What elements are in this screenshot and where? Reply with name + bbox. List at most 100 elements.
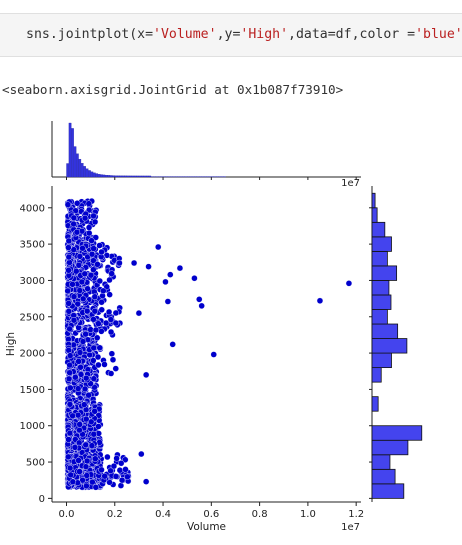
marginal-y-bar [371,280,390,296]
scatter-point [101,361,108,368]
marginal-y-bar [371,294,392,310]
scatter-point [70,214,78,222]
marginal-x-bar [119,175,123,178]
scatter-point [91,293,99,300]
scatter-point [145,263,152,270]
code-token: 'blue' [415,27,462,42]
scatter-point [66,369,73,376]
code-token: 'Volume' [153,27,217,42]
scatter-point [88,237,95,244]
scatter-point [83,374,90,382]
marginal-x-bar [73,146,77,178]
scatter-point [65,436,72,443]
scatter-point [85,224,93,231]
scatter-point [81,385,89,393]
scatter-point [85,200,93,207]
scatter-point [79,245,86,252]
scatter-point [64,287,71,295]
scatter-point [92,326,100,334]
marginal-y-bar [371,439,409,456]
scatter-point [88,418,95,426]
scatter-point [98,248,105,256]
scatter-point [108,270,115,277]
scatter-point [87,272,95,279]
scatter-point [113,455,120,462]
scatter-point [103,283,110,290]
scatter-point [95,320,102,327]
marginal-y-bar [371,323,399,339]
y-tick-label: 1500 [20,385,45,396]
marginal-x-bar [143,175,147,178]
scatter-point [112,365,119,372]
scatter-point [76,426,83,434]
marginal-y-bar [371,221,386,238]
scatter-point [112,309,120,317]
marginal-x-bar [90,171,94,178]
scatter-point [89,478,96,486]
scatter-point [90,245,97,252]
marginal-y-bar [371,483,405,499]
scatter-point [77,364,84,371]
scatter-point [70,293,78,300]
scatter-point [73,200,81,207]
scatter-point [95,423,102,430]
marginal-x-bar [102,174,106,178]
scatter-point [66,429,74,437]
code-cell[interactable]: sns.jointplot(x='Volume',y='High',data=d… [0,13,462,57]
scatter-point [92,484,100,491]
scatter-point [93,334,101,342]
marginal-x-bar [148,175,152,178]
scatter-point [66,464,74,472]
scatter-point [65,308,73,315]
scatter-point [82,330,89,338]
scatter-point [76,287,84,294]
y-tick-label: 2500 [20,312,45,323]
scatter-point [73,229,81,236]
scatter-point [155,243,162,251]
scatter-points [64,197,132,491]
marginal-x-bar [68,122,72,178]
marginal-x-bar [136,175,140,178]
scatter-point [176,264,184,272]
scatter-point [96,344,103,352]
marginal-x-bar [88,170,91,178]
scatter-point [198,302,205,310]
scatter-point [96,439,103,446]
marginal-x-bar [145,175,149,178]
marginal-x-bar [126,175,130,178]
marginal-x-bar [85,168,89,178]
code-line[interactable]: sns.jointplot(x='Volume',y='High',data=d… [26,27,462,42]
marginal-y-bar [371,425,423,441]
x-tick-label: 1.0 [300,509,316,520]
scatter-point [83,307,91,315]
scatter-point [65,253,73,261]
scatter-point [92,455,99,462]
scatter-point [91,218,99,226]
scatter-point [116,467,124,474]
scatter-point [82,441,89,449]
scatter-point [107,370,115,377]
marginal-y-bar [371,265,398,281]
scatter-point [65,300,72,307]
x-tick-label: 0.4 [155,509,171,520]
marginal-x-bar [129,175,132,178]
scatter-point [95,361,102,369]
scatter-point [86,229,93,237]
scatter-point [70,220,77,228]
scatter-point [191,275,198,282]
scatter-point [91,308,99,315]
scatter-point [135,309,143,317]
scatter-point [84,285,91,292]
marginal-x-bar [80,163,84,178]
scatter-point [65,375,73,383]
scatter-point [66,325,73,333]
scatter-point [122,466,129,473]
scatter-point [81,401,88,408]
scatter-point [76,468,83,475]
scatter-point [117,460,125,467]
scatter-point [75,358,82,365]
scatter-point [76,253,84,260]
scatter-point [83,482,90,490]
marginal-y-bar [371,207,378,223]
scatter-point [102,319,110,327]
